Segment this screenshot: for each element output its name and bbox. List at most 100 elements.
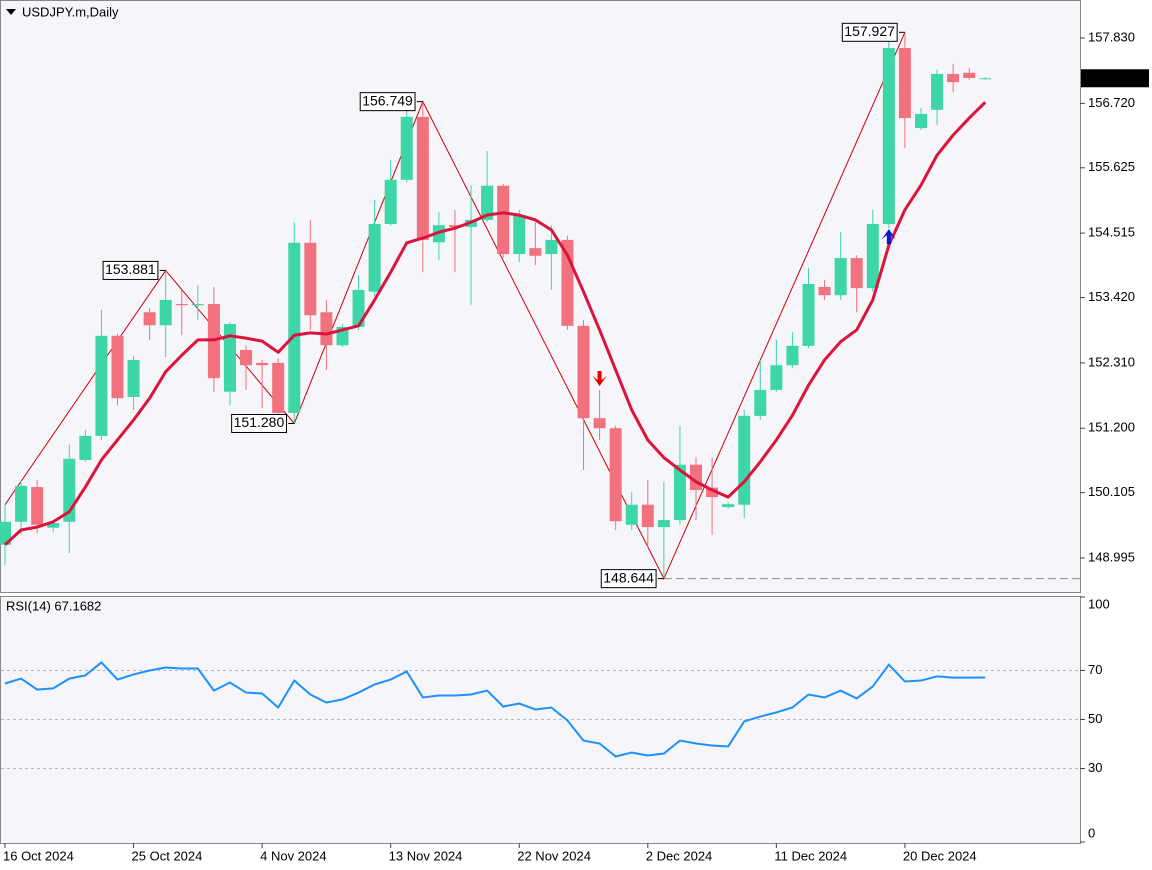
current-price-label: 157.146 — [1088, 70, 1135, 85]
candle-body — [400, 116, 413, 180]
rsi-tick-label: 70 — [1088, 662, 1102, 677]
candle-body — [448, 225, 461, 227]
current-price-box — [1081, 69, 1149, 88]
candle-body — [352, 289, 365, 327]
rsi-tick-label: 50 — [1088, 711, 1102, 726]
candle-body — [979, 78, 992, 80]
rsi-line — [4, 661, 986, 758]
candle-body — [143, 312, 156, 326]
pivot-label: 153.881 — [102, 260, 166, 280]
x-tick-label: 4 Nov 2024 — [260, 848, 327, 863]
y-tick-label: 148.995 — [1088, 549, 1135, 564]
candle-body — [593, 418, 606, 429]
pivot-label: 157.927 — [841, 22, 905, 42]
candle-body — [416, 116, 429, 240]
rsi-tick-label: 0 — [1088, 825, 1095, 840]
candle-body — [545, 239, 558, 255]
x-tick-label: 22 Nov 2024 — [517, 848, 591, 863]
pivot-label-text: 156.749 — [362, 92, 413, 108]
candle-body — [175, 304, 188, 306]
candle-body — [577, 325, 590, 419]
candle-body — [706, 487, 719, 498]
pivot-label-text: 148.644 — [603, 569, 654, 585]
rsi-title: RSI(14) 67.1682 — [6, 598, 101, 613]
zigzag — [4, 32, 906, 580]
candle-body — [288, 242, 301, 413]
x-tick-label: 2 Dec 2024 — [646, 848, 713, 863]
pivot-label-box — [841, 22, 898, 42]
rsi-panel — [0, 596, 1081, 844]
candle-body — [802, 284, 815, 346]
candle-body — [754, 389, 767, 416]
candle-body — [818, 286, 831, 296]
candle-body — [127, 359, 140, 398]
candle-body — [882, 48, 895, 224]
candle-body — [529, 248, 542, 256]
candle-body — [931, 73, 944, 110]
candle-body — [914, 113, 927, 129]
moving-average — [3, 101, 987, 546]
y-tick-label: 150.105 — [1088, 484, 1135, 499]
x-tick-label: 16 Oct 2024 — [3, 848, 74, 863]
candle-body — [79, 435, 92, 460]
candle-body — [31, 487, 44, 525]
x-tick-label: 20 Dec 2024 — [903, 848, 977, 863]
pivot-label-text: 157.927 — [844, 23, 895, 39]
candle-body — [657, 520, 670, 528]
pivot-label-text: 153.881 — [105, 261, 156, 277]
candle-body — [240, 349, 253, 366]
candle-body — [15, 485, 28, 522]
x-tick-label: 11 Dec 2024 — [774, 848, 847, 863]
pivot-label: 156.749 — [359, 92, 423, 112]
candle-body — [947, 73, 960, 83]
candle-body — [497, 185, 510, 255]
candle-body — [770, 365, 783, 390]
y-tick-label: 151.200 — [1088, 420, 1135, 435]
candle-body — [898, 48, 911, 119]
pivot-label: 151.280 — [231, 414, 295, 434]
chart-title: USDJPY.m,Daily — [22, 4, 119, 19]
candle-body — [625, 504, 638, 525]
pivot-label-box — [102, 260, 159, 280]
candle-body — [513, 215, 526, 255]
pivot-label-text: 151.280 — [234, 414, 285, 430]
candle-body — [304, 242, 317, 316]
candle-body — [111, 335, 124, 399]
x-tick-label: 13 Nov 2024 — [389, 848, 463, 863]
candle-body — [641, 504, 654, 528]
x-tick-label: 25 Oct 2024 — [132, 848, 203, 863]
candle-body — [866, 223, 879, 289]
candle-body — [256, 362, 269, 366]
candle-body — [272, 362, 285, 413]
candle-body — [738, 415, 751, 505]
candle-body — [481, 185, 494, 220]
candle-body — [963, 72, 976, 79]
pivot-label-box — [359, 92, 416, 112]
pivot-label-box — [231, 414, 287, 434]
pivot-label: 148.644 — [600, 569, 664, 589]
candle-body — [0, 521, 11, 545]
signal-arrow — [881, 229, 896, 245]
candle-body — [786, 345, 799, 366]
y-tick-label: 155.625 — [1088, 159, 1135, 174]
candle-body — [320, 312, 333, 346]
candle-body — [673, 464, 686, 521]
candle-body — [191, 304, 204, 306]
signal-arrow — [592, 370, 607, 386]
menu-triangle — [6, 9, 16, 15]
rsi-tick-label: 100 — [1088, 596, 1110, 611]
pivot-label-box — [600, 569, 657, 589]
y-tick-label: 153.420 — [1088, 289, 1135, 304]
rsi-tick-label: 30 — [1088, 760, 1102, 775]
y-tick-label: 156.720 — [1088, 95, 1135, 110]
candle-body — [722, 504, 735, 508]
candle-body — [384, 179, 397, 224]
candle-body — [47, 522, 60, 528]
candle-body — [368, 223, 381, 292]
candle-body — [834, 258, 847, 296]
candle-body — [609, 428, 622, 522]
candle-body — [223, 324, 236, 392]
y-tick-label: 154.515 — [1088, 225, 1135, 240]
candle-body — [850, 258, 863, 289]
